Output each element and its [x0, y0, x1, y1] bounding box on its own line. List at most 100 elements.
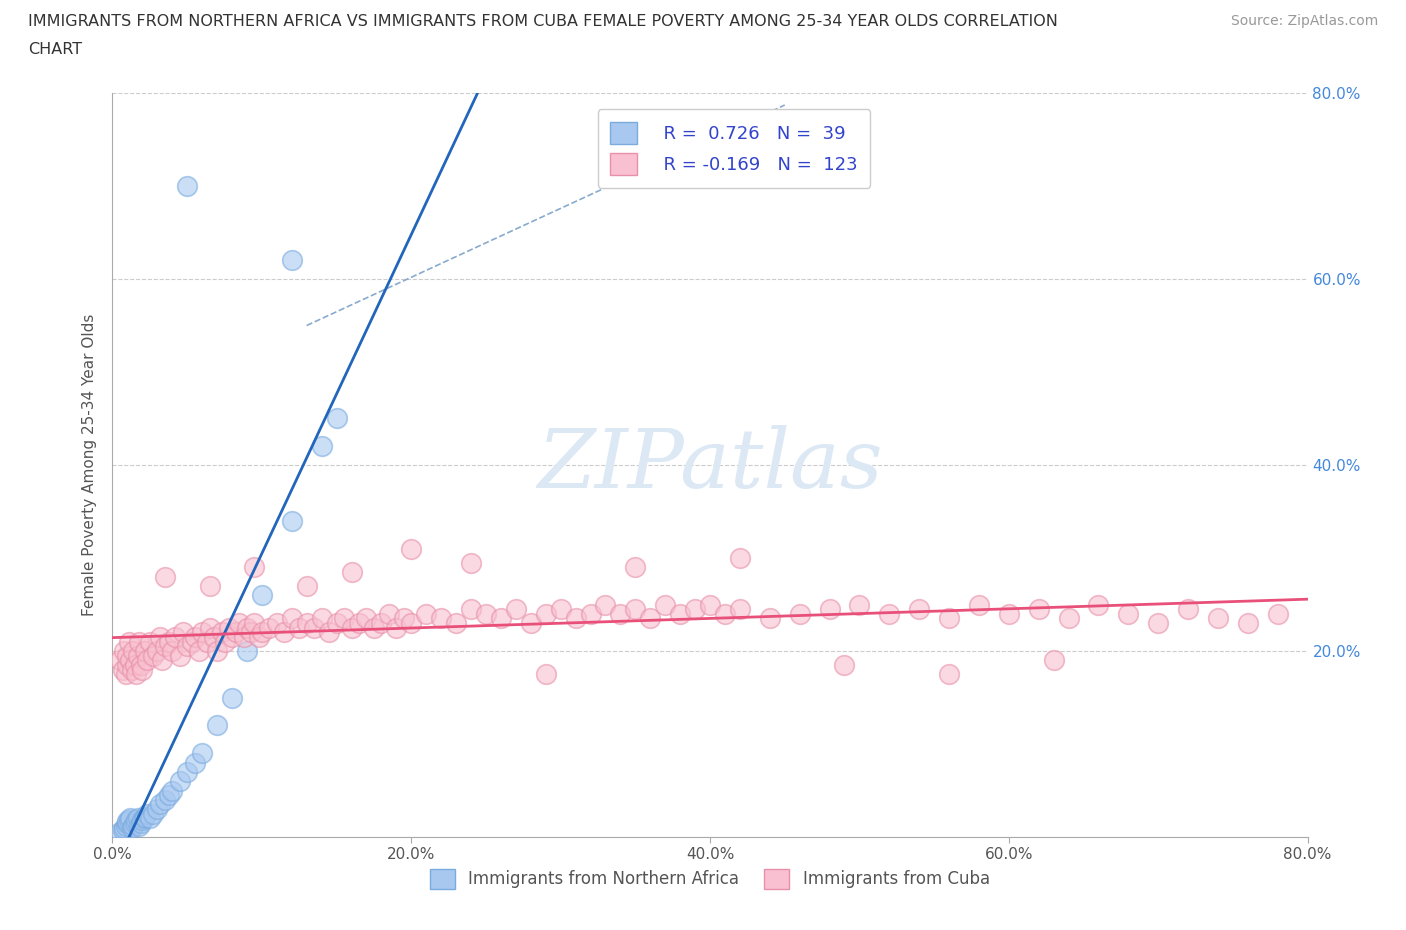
Point	[654, 597, 676, 612]
Point	[505, 602, 527, 617]
Point	[129, 658, 152, 672]
Point	[134, 644, 156, 658]
Point	[139, 634, 162, 649]
Point	[117, 816, 139, 830]
Point	[115, 667, 138, 682]
Point	[221, 690, 243, 705]
Point	[1206, 611, 1229, 626]
Point	[392, 611, 415, 626]
Point	[401, 616, 423, 631]
Point	[120, 811, 142, 826]
Point	[281, 611, 304, 626]
Point	[460, 602, 482, 617]
Point	[149, 630, 172, 644]
Legend: Immigrants from Northern Africa, Immigrants from Cuba: Immigrants from Northern Africa, Immigra…	[423, 862, 997, 896]
Point	[460, 555, 482, 570]
Point	[176, 179, 198, 193]
Point	[236, 620, 259, 635]
Point	[250, 588, 273, 603]
Point	[848, 597, 870, 612]
Point	[415, 606, 437, 621]
Point	[228, 616, 250, 631]
Point	[150, 653, 173, 668]
Point	[1177, 602, 1199, 617]
Point	[534, 606, 557, 621]
Point	[325, 616, 347, 631]
Point	[908, 602, 931, 617]
Point	[370, 616, 392, 631]
Point	[165, 630, 187, 644]
Point	[520, 616, 543, 631]
Point	[879, 606, 901, 621]
Point	[134, 809, 156, 824]
Point	[550, 602, 572, 617]
Point	[714, 606, 737, 621]
Point	[273, 625, 295, 640]
Point	[363, 620, 385, 635]
Point	[728, 551, 751, 565]
Point	[221, 630, 243, 644]
Point	[146, 802, 169, 817]
Point	[998, 606, 1021, 621]
Point	[114, 820, 135, 835]
Point	[153, 569, 176, 584]
Point	[188, 644, 211, 658]
Point	[183, 630, 205, 644]
Point	[218, 620, 240, 635]
Point	[128, 818, 150, 833]
Point	[534, 667, 557, 682]
Point	[153, 639, 176, 654]
Point	[118, 813, 141, 828]
Point	[728, 602, 751, 617]
Point	[111, 822, 134, 837]
Point	[131, 813, 153, 828]
Text: ZIPatlas: ZIPatlas	[537, 425, 883, 505]
Point	[108, 653, 131, 668]
Point	[183, 755, 205, 770]
Point	[198, 578, 221, 593]
Point	[938, 611, 960, 626]
Point	[108, 825, 131, 840]
Point	[295, 616, 318, 631]
Point	[122, 818, 145, 833]
Point	[1057, 611, 1080, 626]
Point	[311, 439, 333, 454]
Point	[834, 658, 856, 672]
Point	[214, 634, 236, 649]
Text: IMMIGRANTS FROM NORTHERN AFRICA VS IMMIGRANTS FROM CUBA FEMALE POVERTY AMONG 25-: IMMIGRANTS FROM NORTHERN AFRICA VS IMMIG…	[28, 14, 1057, 29]
Point	[281, 253, 304, 268]
Point	[624, 602, 647, 617]
Point	[117, 648, 139, 663]
Point	[669, 606, 692, 621]
Point	[1042, 653, 1064, 668]
Point	[117, 658, 139, 672]
Point	[325, 411, 347, 426]
Point	[172, 625, 194, 640]
Point	[1267, 606, 1289, 621]
Point	[789, 606, 811, 621]
Point	[250, 625, 273, 640]
Point	[121, 820, 143, 835]
Point	[243, 560, 266, 575]
Point	[624, 560, 647, 575]
Point	[157, 634, 180, 649]
Point	[176, 639, 198, 654]
Point	[266, 616, 288, 631]
Point	[191, 746, 214, 761]
Point	[818, 602, 841, 617]
Point	[121, 662, 143, 677]
Point	[311, 611, 333, 626]
Point	[295, 578, 318, 593]
Point	[1118, 606, 1140, 621]
Point	[146, 644, 169, 658]
Point	[302, 620, 325, 635]
Text: CHART: CHART	[28, 42, 82, 57]
Point	[938, 667, 960, 682]
Point	[157, 788, 180, 803]
Text: Source: ZipAtlas.com: Source: ZipAtlas.com	[1230, 14, 1378, 28]
Point	[135, 653, 157, 668]
Point	[125, 667, 148, 682]
Y-axis label: Female Poverty Among 25-34 Year Olds: Female Poverty Among 25-34 Year Olds	[82, 313, 97, 617]
Point	[127, 811, 149, 826]
Point	[131, 662, 153, 677]
